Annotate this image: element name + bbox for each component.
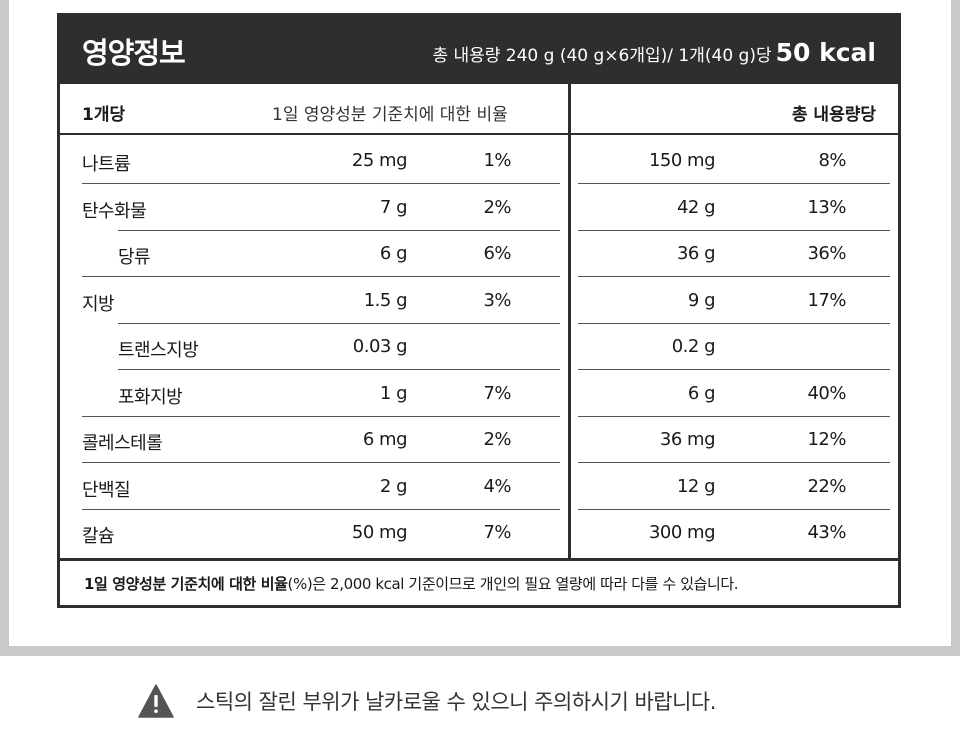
row-separator [578, 508, 890, 510]
row-separator [578, 229, 890, 231]
col-per-unit: 1개당 [82, 105, 126, 125]
pct-per-total: 12% [807, 429, 846, 450]
row-separator [578, 369, 890, 370]
serving-info: 총 내용량 240 g (40 g×6개입)/ 1개(40 g)당 50 kcal [432, 38, 876, 67]
table-row: 포화지방 1 g 7% 6 g 40% [60, 370, 898, 417]
warning-notice: 스틱의 잘린 부위가 날카로울 수 있으니 주의하시기 바랍니다. [138, 683, 716, 719]
pct-per-unit: 6% [483, 243, 511, 264]
footnote-rest: (%)은 2,000 kcal 기준이므로 개인의 필요 열량에 따라 다를 수… [287, 575, 739, 593]
amount-per-total: 42 g [676, 196, 716, 218]
table-row: 지방 1.5 g 3% 9 g 17% [60, 277, 898, 324]
row-separator [578, 415, 890, 417]
label-header: 영양정보 총 내용량 240 g (40 g×6개입)/ 1개(40 g)당 50… [60, 16, 898, 84]
label-title: 영양정보 [82, 36, 186, 70]
row-separator [578, 462, 890, 463]
col-per-total: 총 내용량당 [791, 105, 876, 125]
col-daily-ratio: 1일 영양성분 기준치에 대한 비율 [272, 105, 508, 125]
amount-per-unit: 6 mg [362, 429, 408, 450]
table-row: 단백질 2 g 4% 12 g 22% [60, 463, 898, 510]
warning-text: 스틱의 잘린 부위가 날카로울 수 있으니 주의하시기 바랍니다. [196, 690, 716, 714]
table-bottom-rule [60, 558, 898, 561]
amount-per-unit: 0.03 g [352, 336, 408, 357]
row-separator [578, 322, 890, 324]
amount-per-total: 150 mg [648, 150, 716, 171]
serving-text: 총 내용량 240 g (40 g×6개입)/ 1개(40 g)당 [432, 46, 772, 66]
pct-per-total: 8% [818, 150, 846, 171]
amount-per-unit: 25 mg [351, 150, 408, 171]
amount-per-unit: 1 g [379, 382, 408, 404]
row-separator [82, 462, 560, 463]
pct-per-total: 36% [807, 243, 846, 264]
pct-per-total: 13% [807, 196, 846, 218]
amount-per-unit: 7 g [379, 196, 408, 218]
nutrition-label: 영양정보 총 내용량 240 g (40 g×6개입)/ 1개(40 g)당 50… [57, 13, 901, 608]
row-separator [82, 276, 560, 277]
amount-per-unit: 2 g [379, 475, 408, 497]
pct-per-unit: 1% [483, 150, 511, 171]
pct-per-unit: 2% [483, 429, 511, 450]
table-row: 트랜스지방 0.03 g 0.2 g [60, 323, 898, 370]
column-divider [568, 84, 571, 558]
nutrient-name: 나트륨 [82, 154, 131, 175]
row-separator [82, 508, 560, 510]
footnote-bold: 1일 영양성분 기준치에 대한 비율 [84, 575, 288, 593]
pct-per-total: 17% [807, 289, 846, 311]
amount-per-total: 12 g [676, 475, 716, 497]
table-row: 콜레스테롤 6 mg 2% 36 mg 12% [60, 416, 898, 463]
pct-per-total: 40% [807, 382, 846, 404]
nutrient-name: 탄수화물 [82, 200, 147, 222]
table-row: 나트륨 25 mg 1% 150 mg 8% [60, 137, 898, 184]
row-separator [118, 322, 560, 324]
pct-per-unit: 4% [483, 475, 511, 497]
nutrient-name: 콜레스테롤 [82, 433, 163, 454]
pct-per-unit: 7% [483, 382, 511, 404]
row-separator [118, 369, 560, 370]
amount-per-unit: 1.5 g [363, 289, 408, 311]
warning-triangle-icon [138, 684, 174, 718]
table-row: 칼슘 50 mg 7% 300 mg 43% [60, 509, 898, 556]
row-separator [578, 183, 890, 184]
nutrient-name: 단백질 [82, 479, 131, 501]
nutrient-name: 지방 [82, 293, 115, 315]
amount-per-total: 0.2 g [671, 336, 716, 357]
nutrient-name: 칼슘 [82, 526, 115, 547]
pct-per-total: 22% [807, 475, 846, 497]
row-separator [118, 229, 560, 231]
row-separator [82, 415, 560, 417]
amount-per-total: 300 mg [648, 522, 716, 543]
kcal-value: 50 kcal [775, 38, 876, 67]
row-separator [82, 183, 560, 184]
row-separator [578, 276, 890, 277]
footnote: 1일 영양성분 기준치에 대한 비율(%)은 2,000 kcal 기준이므로 … [84, 573, 739, 594]
column-header: 1개당 1일 영양성분 기준치에 대한 비율 총 내용량당 [60, 84, 898, 135]
pct-per-unit: 3% [483, 289, 511, 311]
pct-per-unit: 2% [483, 196, 511, 218]
nutrient-name: 포화지방 [118, 386, 183, 408]
amount-per-total: 9 g [687, 289, 716, 311]
amount-per-total: 36 mg [659, 429, 716, 450]
pct-per-total: 43% [807, 522, 846, 543]
table-row: 당류 6 g 6% 36 g 36% [60, 230, 898, 277]
amount-per-total: 36 g [676, 243, 716, 264]
nutrient-name: 트랜스지방 [118, 340, 199, 361]
amount-per-total: 6 g [687, 382, 716, 404]
nutrient-name: 당류 [118, 247, 151, 268]
table-row: 탄수화물 7 g 2% 42 g 13% [60, 184, 898, 231]
amount-per-unit: 50 mg [351, 522, 408, 543]
amount-per-unit: 6 g [379, 243, 408, 264]
pct-per-unit: 7% [483, 522, 511, 543]
